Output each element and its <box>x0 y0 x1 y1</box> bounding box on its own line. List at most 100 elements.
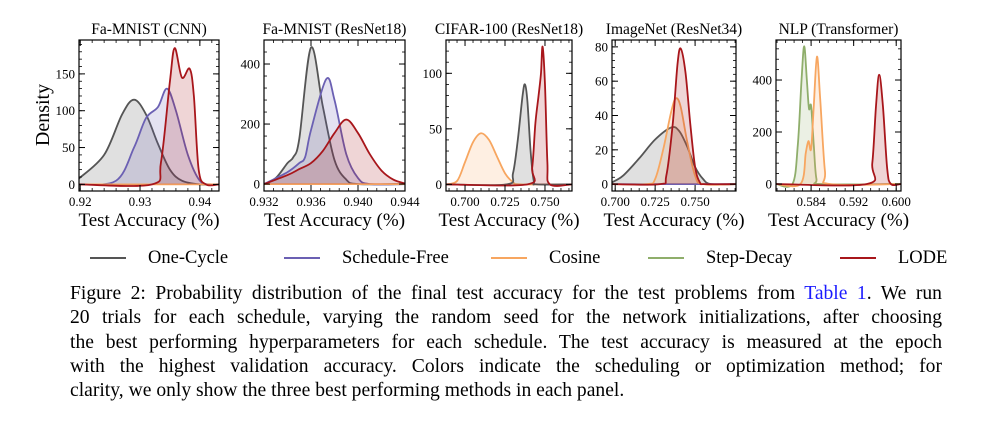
y-tick-label: 50 <box>429 121 442 136</box>
panel-title: Fa-MNIST (CNN) <box>91 21 207 38</box>
x-tick-label: 0.94 <box>188 194 211 209</box>
legend-swatch <box>491 257 527 259</box>
x-axis-label: Test Accuracy (%) <box>264 210 405 231</box>
x-tick-label: 0.600 <box>882 194 911 209</box>
table-link[interactable]: Table 1 <box>804 283 867 304</box>
figure-caption: Figure 2: Probability distribution of th… <box>70 282 942 403</box>
density-curve-lode <box>264 118 405 185</box>
x-tick-label: 0.725 <box>490 194 519 209</box>
x-axis-label: Test Accuracy (%) <box>438 210 579 231</box>
y-tick-label: 0 <box>254 177 261 192</box>
legend-label: Step-Decay <box>706 247 793 268</box>
density-curve-cosine <box>776 55 901 188</box>
x-tick-label: 0.700 <box>450 194 479 209</box>
legend-swatch <box>648 257 684 259</box>
y-tick-label: 50 <box>62 140 75 155</box>
legend-swatch <box>90 257 126 259</box>
caption-text: . We run <box>866 283 942 304</box>
legend-label: LODE <box>898 247 948 268</box>
x-tick-label: 0.92 <box>69 194 92 209</box>
panel-title: CIFAR-100 (ResNet18) <box>435 21 583 38</box>
density-fill-one-cycle <box>264 47 405 185</box>
y-tick-label: 0 <box>436 177 443 192</box>
caption-line: 20 trials for each schedule, varying the… <box>70 307 942 329</box>
y-tick-label: 400 <box>241 57 261 72</box>
caption-line: clarity, we only show the three best per… <box>70 380 625 402</box>
density-fill-schedule-free <box>79 88 219 185</box>
legend-label: Schedule-Free <box>342 247 449 268</box>
y-tick-label: 0 <box>766 176 773 191</box>
y-tick-label: 200 <box>753 125 773 140</box>
caption-line: the best performing hyperparameters for … <box>70 331 942 353</box>
legend-label: Cosine <box>549 247 601 268</box>
density-fill-step-decay <box>776 46 901 187</box>
y-tick-label: 400 <box>753 73 773 88</box>
y-tick-label: 200 <box>241 117 261 132</box>
y-tick-label: 100 <box>423 66 443 81</box>
x-tick-label: 0.944 <box>390 194 420 209</box>
y-tick-label: 0 <box>602 177 609 192</box>
density-fill-one-cycle <box>79 99 219 185</box>
density-curve-cosine <box>446 132 572 186</box>
y-tick-label: 40 <box>595 108 608 123</box>
legend-lode: LODE <box>840 247 947 269</box>
y-axis-label: Density <box>32 84 54 146</box>
density-curve-step-decay <box>776 45 901 188</box>
legend-step-decay: Step-Decay <box>648 247 792 269</box>
legend-swatch <box>840 257 876 259</box>
legend-one-cycle: One-Cycle <box>90 247 228 269</box>
panel-1: 0.92 0.93 0.94 0 50 100 150 Fa-MNIST (CNN) Test … <box>32 21 220 231</box>
density-fill-cosine <box>612 98 736 185</box>
density-curve-one-cycle <box>79 98 219 186</box>
plot-frame <box>263 39 406 192</box>
density-curve-lode <box>776 73 901 187</box>
density-fill-lode <box>776 74 901 186</box>
density-curve-lode <box>446 45 572 187</box>
x-tick-label: 0.584 <box>796 194 826 209</box>
legend-schedule-free: Schedule-Free <box>284 247 449 269</box>
density-curve-cosine <box>612 97 736 186</box>
x-axis-label: Test Accuracy (%) <box>603 210 744 231</box>
panel-3: 0.700 0.725 0.750 0 50 100 CIFAR-100 (ResNet18… <box>423 21 584 231</box>
caption-line: with the highest validation accuracy. Co… <box>70 355 942 377</box>
density-fill-lode <box>264 119 405 185</box>
panel-title: ImageNet (ResNet34) <box>606 21 742 38</box>
caption-line: Figure 2: Probability distribution of th… <box>70 282 942 306</box>
y-tick-label: 80 <box>595 39 608 54</box>
legend-swatch <box>284 257 320 259</box>
panel-title: NLP (Transformer) <box>779 21 899 38</box>
density-fill-one-cycle <box>612 127 736 185</box>
x-tick-label: 0.932 <box>249 194 278 209</box>
panel-5: 0.584 0.592 0.600 0 200 400 NLP (Transformer) T… <box>753 21 911 231</box>
x-tick-label: 0.936 <box>296 194 326 209</box>
density-fill-schedule-free <box>264 77 405 185</box>
legend-cosine: Cosine <box>491 247 600 269</box>
x-axis-label: Test Accuracy (%) <box>768 210 909 231</box>
panel-title: Fa-MNIST (ResNet18) <box>263 21 407 38</box>
y-tick-label: 100 <box>56 103 76 118</box>
density-curve-lode <box>79 47 219 187</box>
plot-frame <box>775 39 902 192</box>
y-tick-label: 0 <box>69 177 76 192</box>
density-curve-one-cycle <box>612 126 736 186</box>
x-tick-label: 0.592 <box>839 194 868 209</box>
y-tick-label: 20 <box>595 142 608 157</box>
caption-text: Figure 2: Probability distribution of th… <box>70 283 805 304</box>
density-curve-one-cycle <box>446 83 572 187</box>
density-fill-cosine <box>446 133 572 185</box>
x-tick-label: 0.750 <box>530 194 559 209</box>
panel-2: 0.932 0.936 0.940 0.944 0 200 400 Fa-MNIST (Res… <box>241 21 421 231</box>
x-tick-label: 0.725 <box>641 194 670 209</box>
legend-label: One-Cycle <box>148 247 229 268</box>
y-tick-label: 150 <box>56 66 76 81</box>
x-tick-label: 0.940 <box>343 194 372 209</box>
density-fill-lode <box>79 48 219 187</box>
plot-frame <box>445 39 573 192</box>
x-tick-label: 0.750 <box>680 194 709 209</box>
x-tick-label: 0.700 <box>601 194 630 209</box>
y-tick-label: 60 <box>595 74 608 89</box>
density-curve-lode <box>612 47 736 186</box>
x-tick-label: 0.93 <box>129 194 152 209</box>
